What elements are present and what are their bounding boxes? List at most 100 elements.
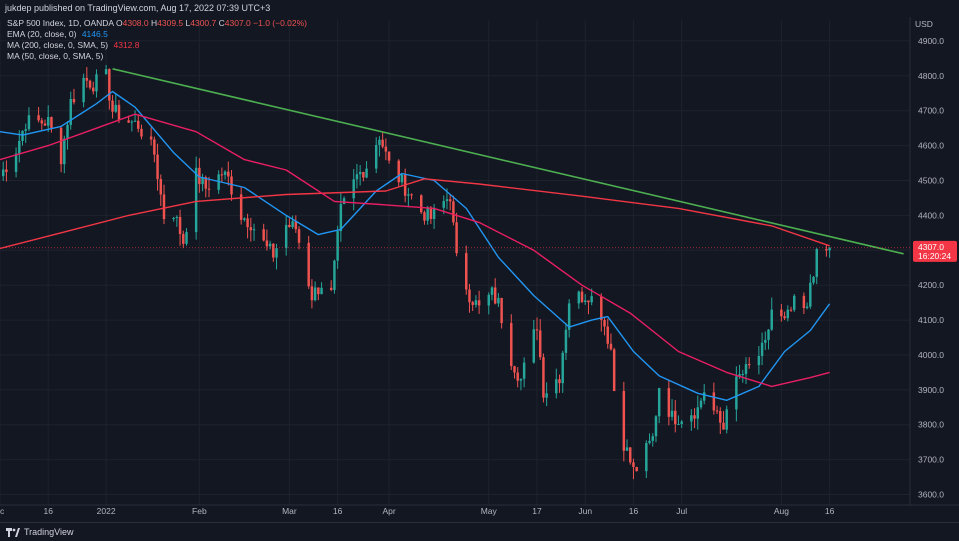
- candle: [227, 161, 230, 186]
- legend-ema-row[interactable]: EMA (20, close, 0) 4146.5: [7, 29, 108, 40]
- candle: [500, 297, 503, 329]
- price-tick-label: 3800.0: [918, 420, 944, 430]
- price-tick-label: 3700.0: [918, 455, 944, 465]
- candle: [600, 293, 603, 332]
- candle: [538, 319, 542, 360]
- candle: [252, 223, 256, 241]
- price-tick-label: 4700.0: [918, 106, 944, 116]
- candle: [561, 350, 564, 393]
- candle: [693, 408, 696, 429]
- candle: [72, 88, 76, 105]
- candle: [288, 218, 291, 228]
- time-tick-label: Aug: [774, 506, 789, 516]
- candle: [767, 329, 770, 350]
- legend-ma50-row[interactable]: MA (50, close, 0, SMA, 5): [7, 51, 103, 62]
- candle: [715, 405, 719, 415]
- candle: [95, 69, 98, 98]
- candle: [744, 357, 748, 385]
- candle: [455, 212, 458, 257]
- candle: [149, 127, 153, 146]
- candle: [667, 379, 671, 426]
- ohlc-close: C4307.0: [218, 18, 251, 28]
- candle: [577, 290, 581, 309]
- ohlc-low: L4300.7: [185, 18, 217, 28]
- time-tick-label: May: [481, 506, 498, 516]
- candle: [185, 228, 188, 246]
- candle: [194, 156, 198, 240]
- candle: [567, 299, 571, 338]
- tradingview-brand[interactable]: TradingView: [6, 527, 74, 537]
- current-price-badge: 4307.016:20:24: [0, 240, 957, 262]
- price-tick-label: 4400.0: [918, 210, 944, 220]
- time-axis[interactable]: c 16 2022 Feb Mar 16 Apr May 17 Jun 16 Jul Aug 16: [0, 504, 959, 516]
- series-line-trendline: [112, 68, 904, 255]
- candle: [175, 215, 179, 227]
- candle: [265, 229, 269, 251]
- price-tick-label: 4900.0: [918, 36, 944, 46]
- time-tick-label: Apr: [382, 506, 395, 516]
- candle: [220, 167, 224, 182]
- candle: [780, 303, 783, 322]
- price-tick-label: 4200.0: [918, 280, 944, 290]
- candle: [722, 411, 725, 430]
- candle: [37, 107, 40, 123]
- candle: [381, 132, 384, 149]
- candle: [249, 217, 253, 242]
- candle: [162, 184, 166, 225]
- symbol-label: S&P 500 Index, 1D, OANDA: [7, 18, 114, 28]
- candle: [111, 95, 114, 119]
- candle: [786, 305, 790, 322]
- candle: [114, 93, 117, 113]
- candle: [497, 293, 500, 307]
- candle: [239, 186, 243, 225]
- price-tick-label: 4800.0: [918, 71, 944, 81]
- candle: [82, 73, 85, 108]
- price-tick-label: 4600.0: [918, 141, 944, 151]
- legend-ma200-row[interactable]: MA (200, close, 0, SMA, 5) 4312.8: [7, 40, 139, 51]
- time-tick-label: 16: [333, 506, 343, 516]
- candle: [156, 143, 159, 191]
- candle: [117, 99, 121, 124]
- candle: [24, 123, 27, 143]
- candle: [365, 161, 368, 179]
- time-tick-label: Feb: [192, 506, 207, 516]
- price-tick-label: 4100.0: [918, 315, 944, 325]
- time-tick-label: 16: [629, 506, 639, 516]
- candle: [275, 243, 278, 270]
- candle: [783, 311, 786, 321]
- candle: [1, 161, 5, 181]
- tradingview-brand-label: TradingView: [24, 527, 74, 537]
- candle: [130, 120, 134, 132]
- price-axis[interactable]: USD 3600.0 3700.0 3800.0 3900.0 4000.0 4100.0…: [909, 0, 944, 505]
- candle: [410, 193, 413, 200]
- candle: [583, 294, 587, 305]
- candle: [320, 282, 323, 295]
- candle: [397, 159, 400, 187]
- published-text: jukdep published on TradingView.com, Aug…: [5, 3, 271, 13]
- candle: [725, 405, 728, 434]
- ema-value: 4146.5: [81, 29, 108, 39]
- candle: [802, 292, 806, 314]
- series-line-ma: [0, 178, 830, 250]
- candle: [513, 365, 516, 379]
- candle: [757, 346, 761, 375]
- candle: [793, 294, 796, 312]
- candle: [712, 382, 716, 415]
- time-tick-label: Jul: [676, 506, 687, 516]
- bar-countdown: 16:20:24: [918, 251, 951, 261]
- time-tick-label: 16: [825, 506, 835, 516]
- candle: [59, 125, 63, 173]
- ohlc-open: O4308.0: [116, 18, 149, 28]
- candle: [352, 169, 355, 211]
- ohlc-high: H4309.5: [151, 18, 184, 28]
- candle: [699, 397, 703, 410]
- price-tick-label: 4000.0: [918, 350, 944, 360]
- legend-symbol-row[interactable]: S&P 500 Index, 1D, OANDA O4308.0 H4309.5…: [7, 18, 307, 29]
- candle: [153, 136, 156, 163]
- footer-bar: TradingView: [0, 522, 959, 541]
- candle: [400, 174, 404, 186]
- candle: [313, 281, 317, 302]
- candle: [92, 81, 95, 95]
- candle: [606, 318, 609, 349]
